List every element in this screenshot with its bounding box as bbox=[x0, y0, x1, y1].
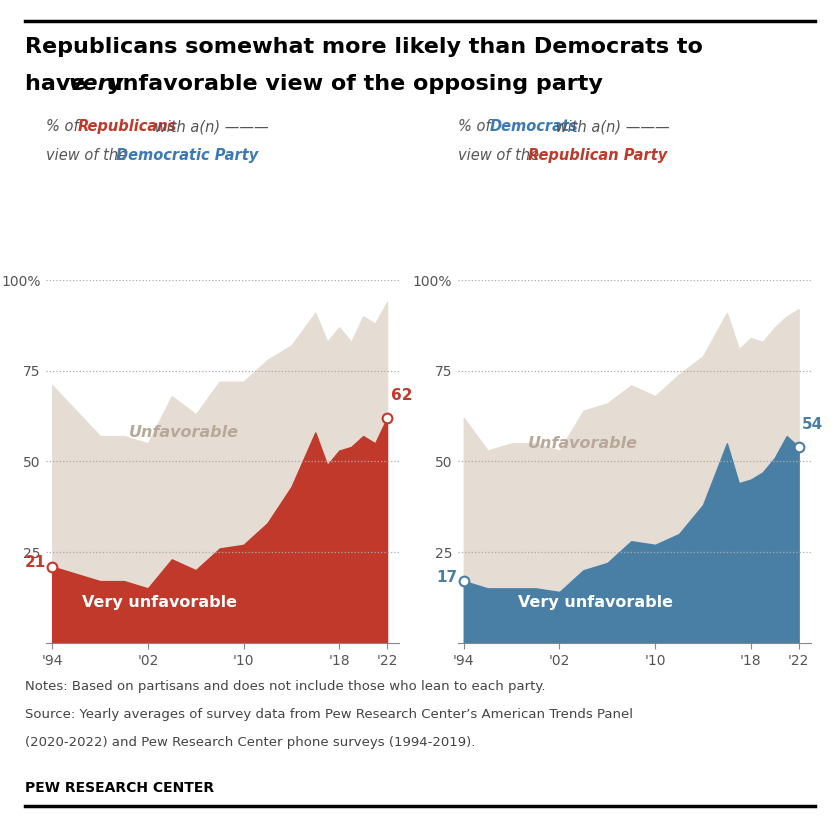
Text: 21: 21 bbox=[25, 555, 46, 570]
Text: Notes: Based on partisans and does not include those who lean to each party.: Notes: Based on partisans and does not i… bbox=[25, 680, 546, 693]
Text: Democrats: Democrats bbox=[490, 119, 579, 134]
Text: Source: Yearly averages of survey data from Pew Research Center’s American Trend: Source: Yearly averages of survey data f… bbox=[25, 708, 633, 721]
Text: view of the: view of the bbox=[46, 148, 132, 163]
Text: Republicans somewhat more likely than Democrats to: Republicans somewhat more likely than De… bbox=[25, 37, 703, 57]
Text: % of: % of bbox=[46, 119, 83, 134]
Text: Democratic Party: Democratic Party bbox=[116, 148, 258, 163]
Text: 62: 62 bbox=[391, 388, 412, 404]
Text: with a(n) ———: with a(n) ——— bbox=[551, 119, 669, 134]
Text: Very unfavorable: Very unfavorable bbox=[517, 595, 673, 611]
Text: view of the: view of the bbox=[458, 148, 543, 163]
Text: 17: 17 bbox=[437, 570, 458, 585]
Text: have: have bbox=[25, 74, 93, 94]
Text: Republicans: Republicans bbox=[78, 119, 177, 134]
Text: (2020-2022) and Pew Research Center phone surveys (1994-2019).: (2020-2022) and Pew Research Center phon… bbox=[25, 736, 475, 749]
Text: very: very bbox=[69, 74, 124, 94]
Text: 54: 54 bbox=[802, 418, 823, 433]
Text: % of: % of bbox=[458, 119, 495, 134]
Text: unfavorable view of the opposing party: unfavorable view of the opposing party bbox=[99, 74, 603, 94]
Text: PEW RESEARCH CENTER: PEW RESEARCH CENTER bbox=[25, 781, 214, 795]
Text: Unfavorable: Unfavorable bbox=[528, 436, 638, 451]
Text: Very unfavorable: Very unfavorable bbox=[82, 595, 238, 611]
Text: Republican Party: Republican Party bbox=[528, 148, 667, 163]
Text: Unfavorable: Unfavorable bbox=[129, 425, 239, 440]
Text: with a(n) ———: with a(n) ——— bbox=[150, 119, 269, 134]
